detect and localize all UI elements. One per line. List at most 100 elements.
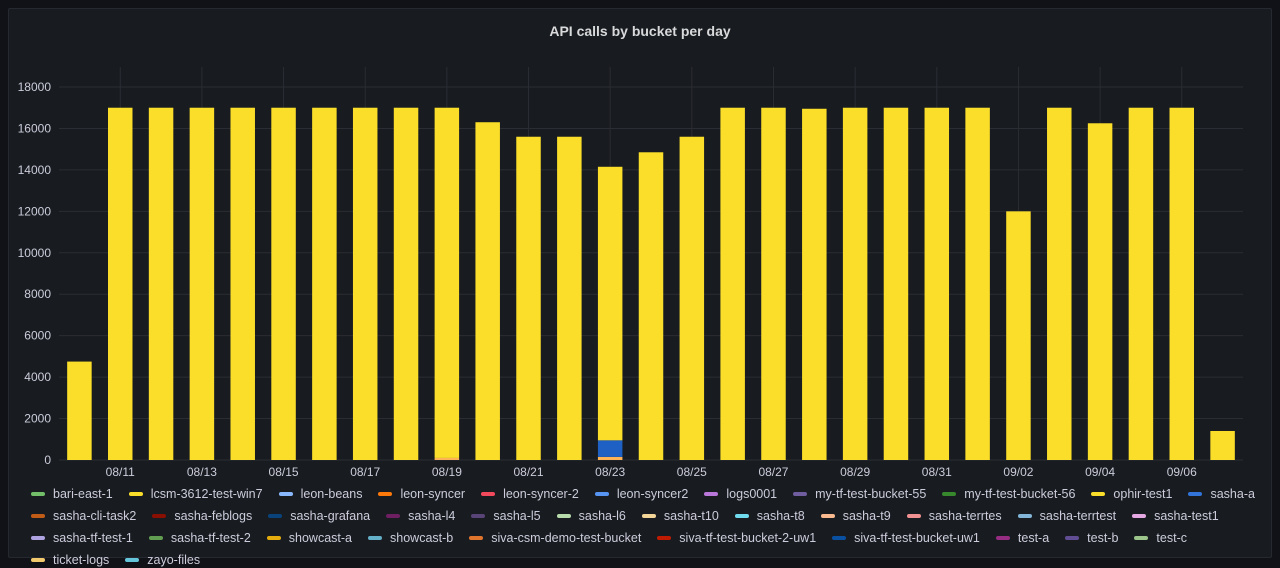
bar-lcsm-3612-test-win7 <box>883 107 909 460</box>
legend-item[interactable]: leon-syncer-2 <box>481 486 579 502</box>
bar-lcsm-3612-test-win7 <box>1006 211 1031 460</box>
legend-item[interactable]: sasha-l4 <box>386 508 455 524</box>
bar-lcsm-3612-test-win7 <box>1128 107 1154 460</box>
bar-lcsm-3612-test-win7 <box>1087 123 1113 460</box>
bar-lcsm-3612-test-win7 <box>597 166 623 441</box>
legend-swatch <box>995 536 1010 540</box>
legend-item[interactable]: leon-beans <box>278 486 363 502</box>
x-tick-label: 09/02 <box>1003 465 1033 479</box>
legend-item[interactable]: sasha-terrtes <box>906 508 1002 524</box>
legend-label: leon-beans <box>300 487 363 501</box>
legend-item[interactable]: leon-syncer2 <box>594 486 689 502</box>
chart-title: API calls by bucket per day <box>549 23 731 39</box>
legend-label: siva-csm-demo-test-bucket <box>491 531 642 545</box>
chart-legend: bari-east-1 lcsm-3612-test-win7 leon-beans… <box>31 486 1271 568</box>
legend-swatch <box>152 514 167 518</box>
legend-swatch <box>1132 514 1147 518</box>
legend-item[interactable]: siva-tf-test-bucket-uw1 <box>832 530 980 546</box>
legend-swatch <box>942 492 957 496</box>
bar-chart: 0 2000 4000 6000 8000 10000 12000 14000 16000 180… <box>18 67 1243 479</box>
bar-lcsm-3612-test-win7 <box>1169 107 1195 460</box>
legend-item[interactable]: leon-syncer <box>378 486 465 502</box>
legend-item[interactable]: sasha-l5 <box>471 508 541 524</box>
legend-item[interactable]: sasha-test1 <box>1132 508 1219 524</box>
legend-item[interactable]: sasha-terrtest <box>1017 508 1117 524</box>
bar-sasha-t9 <box>597 456 623 460</box>
x-tick-label: 09/06 <box>1167 465 1197 479</box>
bar-lcsm-3612-test-win7 <box>720 107 745 460</box>
legend-item[interactable]: sasha-grafana <box>268 508 370 524</box>
legend-item[interactable]: test-c <box>1134 530 1187 546</box>
legend-label: showcast-a <box>288 531 353 545</box>
x-tick-label: 08/11 <box>106 465 135 479</box>
legend-label: bari-east-1 <box>53 487 113 501</box>
bar-lcsm-3612-test-win7 <box>107 107 133 460</box>
legend-item[interactable]: sasha-cli-task2 <box>31 508 136 524</box>
bar-lcsm-3612-test-win7 <box>965 107 990 460</box>
legend-label: my-tf-test-bucket-56 <box>964 487 1076 501</box>
x-tick-label: 08/19 <box>432 465 462 479</box>
bar-lcsm-3612-test-win7 <box>842 107 868 460</box>
legend-item[interactable]: bari-east-1 <box>31 486 113 502</box>
legend-swatch <box>704 492 719 496</box>
legend-label: sasha-t9 <box>842 509 891 523</box>
legend-label: sasha-l5 <box>493 509 541 523</box>
bar-lcsm-3612-test-win7 <box>1047 107 1072 460</box>
legend-swatch <box>1134 536 1149 540</box>
legend-label: sasha-terrtest <box>1039 509 1117 523</box>
legend-item[interactable]: test-a <box>995 530 1050 546</box>
y-tick-label: 12000 <box>18 204 52 218</box>
bar-lcsm-3612-test-win7 <box>352 107 378 460</box>
legend-label: logs0001 <box>726 487 778 501</box>
legend-swatch <box>641 514 656 518</box>
legend-item[interactable]: ophir-test1 <box>1091 486 1172 502</box>
bar-lcsm-3612-test-win7 <box>638 152 664 460</box>
legend-item[interactable]: siva-tf-test-bucket-2-uw1 <box>657 530 816 546</box>
legend-swatch <box>125 558 140 562</box>
legend-item[interactable]: sasha-a <box>1188 486 1255 502</box>
legend-item[interactable]: sasha-tf-test-1 <box>31 530 133 546</box>
legend-item[interactable]: sasha-feblogs <box>152 508 252 524</box>
y-tick-label: 6000 <box>24 329 51 343</box>
legend-item[interactable]: sasha-l6 <box>556 508 626 524</box>
legend-item[interactable]: my-tf-test-bucket-56 <box>942 486 1075 502</box>
x-tick-label: 08/23 <box>595 465 625 479</box>
bar-lcsm-3612-test-win7 <box>230 107 255 460</box>
legend-item[interactable]: ticket-logs <box>31 552 109 568</box>
legend-item[interactable]: test-b <box>1065 530 1118 546</box>
y-tick-label: 2000 <box>24 412 51 426</box>
legend-label: lcsm-3612-test-win7 <box>150 487 263 501</box>
legend-swatch <box>657 536 672 540</box>
legend-swatch <box>31 514 45 518</box>
legend-label: ticket-logs <box>53 553 110 567</box>
legend-item[interactable]: siva-csm-demo-test-bucket <box>469 530 641 546</box>
x-tick-label: 08/13 <box>187 465 217 479</box>
legend-item[interactable]: sasha-t9 <box>820 508 891 524</box>
legend-item[interactable]: sasha-tf-test-2 <box>148 530 251 546</box>
x-tick-label: 08/27 <box>758 465 788 479</box>
legend-item[interactable]: my-tf-test-bucket-55 <box>793 486 926 502</box>
legend-swatch <box>793 492 808 496</box>
legend-label: sasha-cli-task2 <box>53 509 137 523</box>
legend-item[interactable]: zayo-files <box>125 552 200 568</box>
legend-item[interactable]: logs0001 <box>704 486 777 502</box>
legend-swatch <box>469 536 484 540</box>
legend-swatch <box>906 514 921 518</box>
legend-label: sasha-tf-test-1 <box>53 531 133 545</box>
legend-swatch <box>266 536 281 540</box>
legend-label: leon-syncer2 <box>616 487 689 501</box>
legend-item[interactable]: sasha-t8 <box>734 508 805 524</box>
legend-swatch <box>1065 536 1080 540</box>
legend-swatch <box>278 492 293 496</box>
y-tick-label: 18000 <box>18 80 52 94</box>
legend-label: siva-tf-test-bucket-2-uw1 <box>679 531 817 545</box>
legend-label: siva-tf-test-bucket-uw1 <box>854 531 980 545</box>
legend-item[interactable]: showcast-b <box>368 530 453 546</box>
legend-item[interactable]: lcsm-3612-test-win7 <box>128 486 263 502</box>
legend-item[interactable]: showcast-a <box>266 530 353 546</box>
legend-item[interactable]: sasha-t10 <box>641 508 719 524</box>
y-tick-label: 4000 <box>24 370 51 384</box>
legend-label: test-a <box>1017 531 1050 545</box>
legend-swatch <box>471 514 486 518</box>
legend-swatch <box>1017 514 1032 518</box>
